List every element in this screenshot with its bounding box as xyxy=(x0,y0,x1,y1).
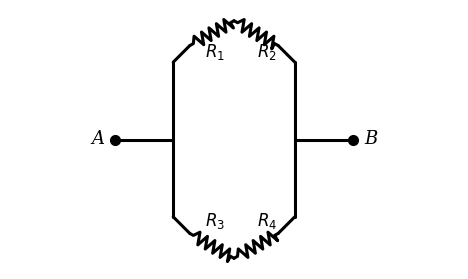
Text: B: B xyxy=(364,131,377,148)
Text: $R_1$: $R_1$ xyxy=(205,42,225,62)
Text: $R_3$: $R_3$ xyxy=(205,211,225,231)
Text: A: A xyxy=(91,131,104,148)
Text: $R_4$: $R_4$ xyxy=(257,211,277,231)
Text: $R_2$: $R_2$ xyxy=(257,42,277,62)
